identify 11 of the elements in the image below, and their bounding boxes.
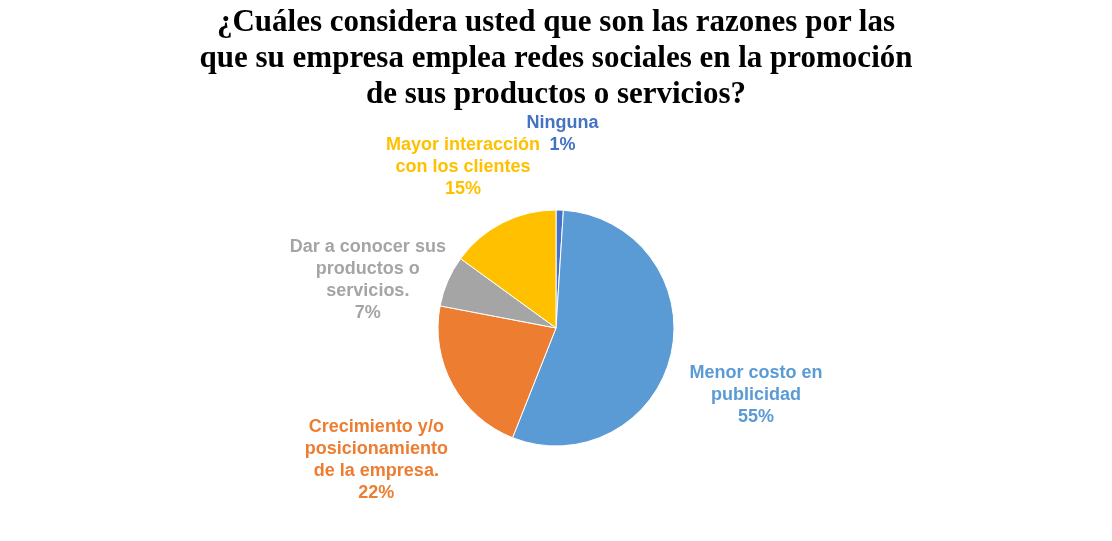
data-label: 7% xyxy=(354,301,381,322)
slice-label: Crecimiento y/o posicionamiento de la empresa. xyxy=(304,415,448,480)
data-label: 1% xyxy=(549,134,576,155)
chart-title: ¿Cuáles considera usted que son las razones por las que su empresa emplea redes sociales en la promoción de sus productos o servicios? xyxy=(199,3,913,111)
slice-label: Mayor interacción con los clientes xyxy=(385,134,540,177)
slice-label: Dar a conocer sus productos o servicios. xyxy=(289,235,446,300)
data-label: 22% xyxy=(358,481,395,502)
data-label: 55% xyxy=(738,405,775,426)
slice-label: Menor costo en publicidad xyxy=(689,361,823,404)
data-label: 15% xyxy=(444,178,481,199)
slice-label: Ninguna xyxy=(526,112,600,133)
